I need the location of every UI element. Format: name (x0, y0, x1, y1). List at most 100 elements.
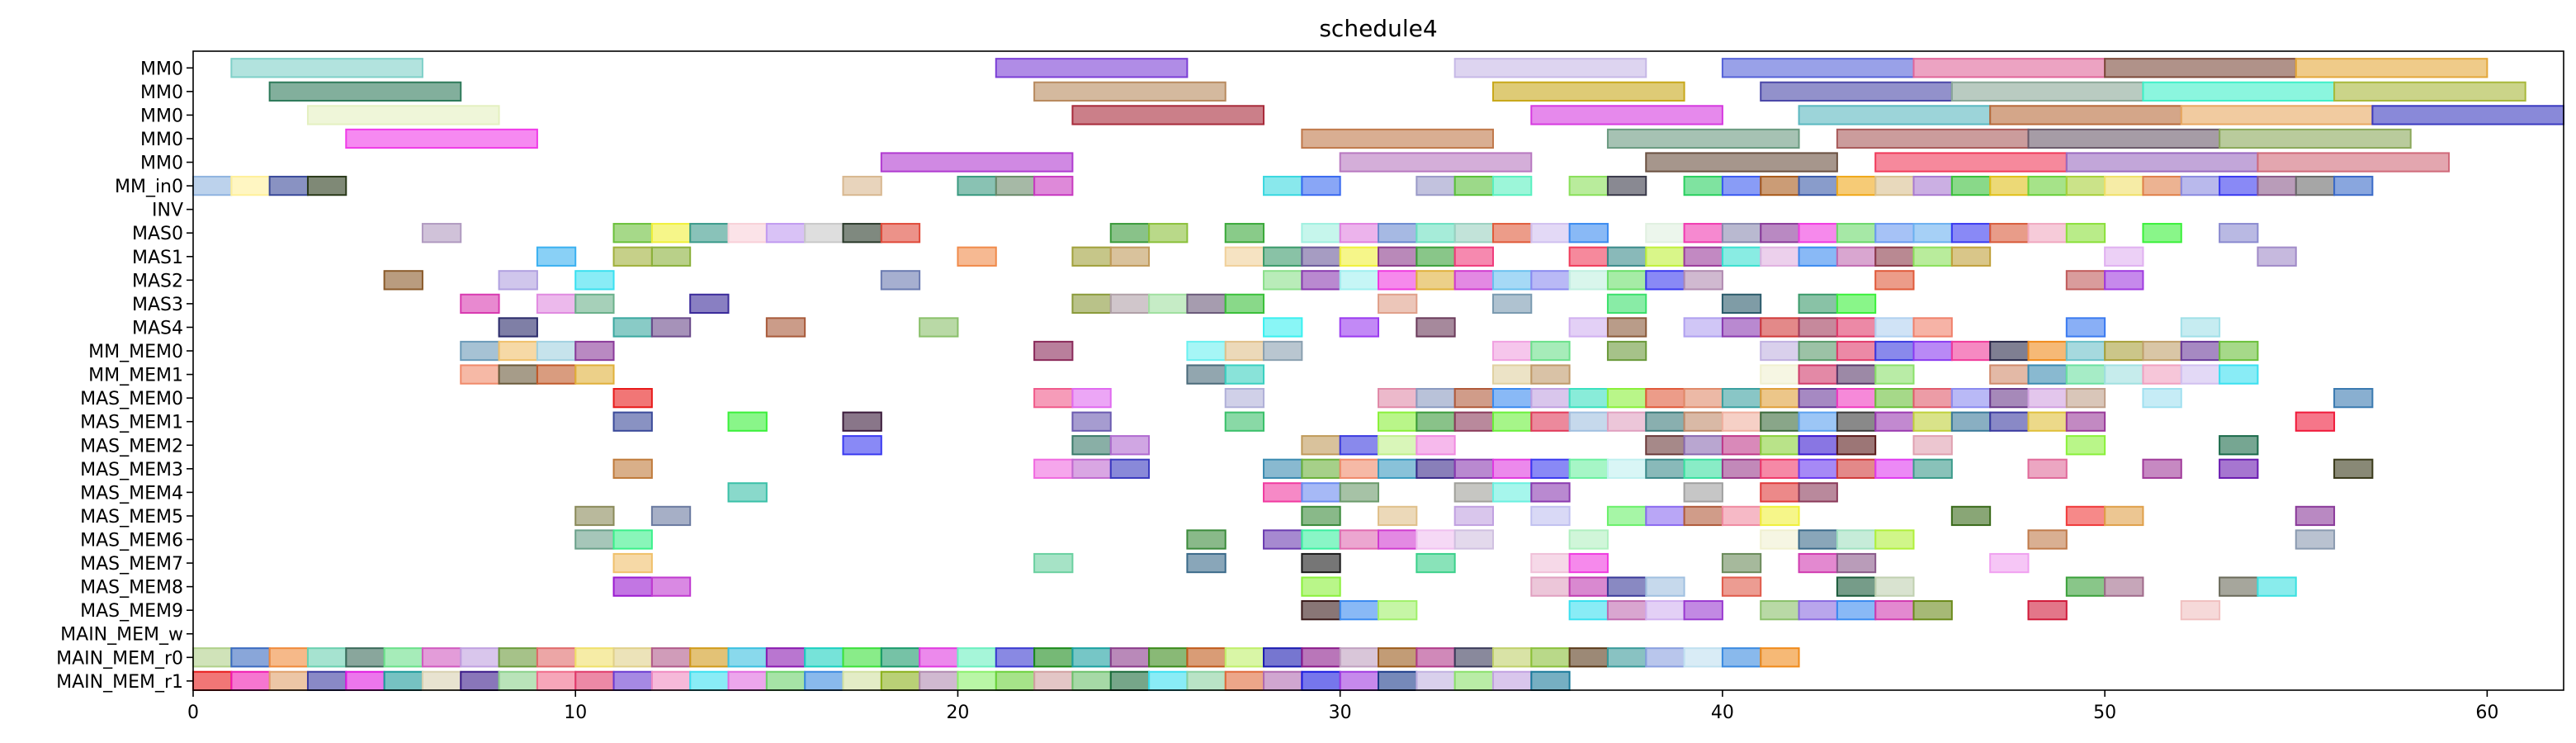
task-bar (1453, 647, 1494, 668)
task-bar (1071, 411, 1112, 432)
task-bar (1836, 387, 1877, 409)
task-bar (1721, 175, 1762, 196)
task-bar (1378, 411, 1418, 432)
task-bar (1378, 270, 1418, 291)
task-bar (1033, 340, 1074, 362)
task-bar (2065, 387, 2106, 409)
task-bar (1836, 600, 1877, 621)
task-bar (1989, 223, 2030, 244)
task-bar (1989, 175, 2030, 196)
task-bar (842, 411, 882, 432)
task-bar (230, 175, 271, 196)
task-bar (1301, 576, 1341, 597)
task-bar (1071, 435, 1112, 456)
task-bar (498, 364, 538, 385)
task-bar (192, 670, 233, 692)
task-bar (1760, 505, 1800, 527)
task-bar (842, 435, 882, 456)
task-bar (1798, 340, 1838, 362)
task-bar (1109, 293, 1151, 315)
task-bar (1339, 529, 1379, 550)
task-bar (1606, 293, 1647, 315)
task-bar (1606, 505, 1647, 527)
task-bar (612, 246, 653, 267)
task-bar (1263, 647, 1303, 668)
task-bar (1606, 647, 1647, 668)
y-tick-label: MAS_MEM0 (80, 389, 183, 409)
task-bar (1109, 246, 1151, 267)
task-bar (536, 293, 577, 315)
task-bar (2104, 58, 2297, 78)
task-bar (1950, 81, 2144, 102)
task-bar (1378, 458, 1418, 479)
task-bar (1453, 223, 1494, 244)
task-bar (1071, 105, 1265, 125)
task-bar (2180, 175, 2221, 196)
task-bar (2065, 270, 2106, 291)
task-bar (1491, 482, 1533, 503)
task-bar (1263, 458, 1303, 479)
task-bar (1721, 647, 1762, 668)
task-bar (1645, 246, 1685, 267)
task-bar (1033, 387, 1074, 409)
task-bar (2257, 152, 2451, 173)
task-bar (1530, 576, 1571, 597)
task-bar (2027, 411, 2068, 432)
task-bar (995, 175, 1036, 196)
task-bar (1798, 317, 1838, 338)
task-bar (1378, 435, 1418, 456)
task-bar (2142, 340, 2182, 362)
task-bar (1874, 317, 1915, 338)
task-bar (2180, 317, 2221, 338)
task-bar (2257, 246, 2297, 267)
task-bar (1912, 458, 1953, 479)
task-bar (2333, 81, 2526, 102)
x-tick-label: 0 (187, 703, 199, 723)
y-tick-label: MAS_MEM5 (80, 507, 183, 528)
task-bar (383, 670, 423, 692)
task-bar (1721, 458, 1762, 479)
task-bar (727, 411, 768, 432)
task-bar (1606, 576, 1647, 597)
task-bar (689, 647, 730, 668)
task-bar (1912, 340, 1953, 362)
x-tick-label: 20 (946, 703, 969, 723)
task-bar (1033, 670, 1074, 692)
task-bar (1760, 81, 1953, 102)
task-bar (1263, 529, 1303, 550)
task-bar (1874, 270, 1915, 291)
task-bar (1760, 435, 1800, 456)
task-bar (995, 670, 1036, 692)
y-tick-label: MM0 (140, 106, 183, 126)
task-bar (345, 670, 385, 692)
task-bar (1301, 482, 1341, 503)
task-bar (2027, 175, 2068, 196)
task-bar (2065, 435, 2106, 456)
task-bar (1109, 458, 1151, 479)
task-bar (1683, 223, 1723, 244)
task-bar (804, 670, 844, 692)
task-bar (1378, 293, 1418, 315)
task-bar (650, 505, 692, 527)
task-bar (1836, 529, 1877, 550)
task-bar (1378, 529, 1418, 550)
task-bar (1416, 387, 1456, 409)
task-bar (1874, 411, 1915, 432)
task-bar (1416, 246, 1456, 267)
x-axis: 0 10 20 30 40 50 60 (187, 690, 2498, 723)
task-bar (804, 647, 844, 668)
task-bar (1568, 175, 1609, 196)
task-bar (1416, 670, 1456, 692)
task-bar (1339, 246, 1379, 267)
task-bar (1798, 600, 1838, 621)
task-bar (1301, 505, 1341, 527)
task-bar (536, 340, 577, 362)
task-bar (2065, 317, 2106, 338)
task-bar (1760, 600, 1800, 621)
task-bar (880, 223, 921, 244)
task-bar (536, 647, 577, 668)
task-bar (1874, 458, 1915, 479)
task-bar (1721, 435, 1762, 456)
task-bar (1224, 387, 1265, 409)
task-bar (1760, 411, 1800, 432)
